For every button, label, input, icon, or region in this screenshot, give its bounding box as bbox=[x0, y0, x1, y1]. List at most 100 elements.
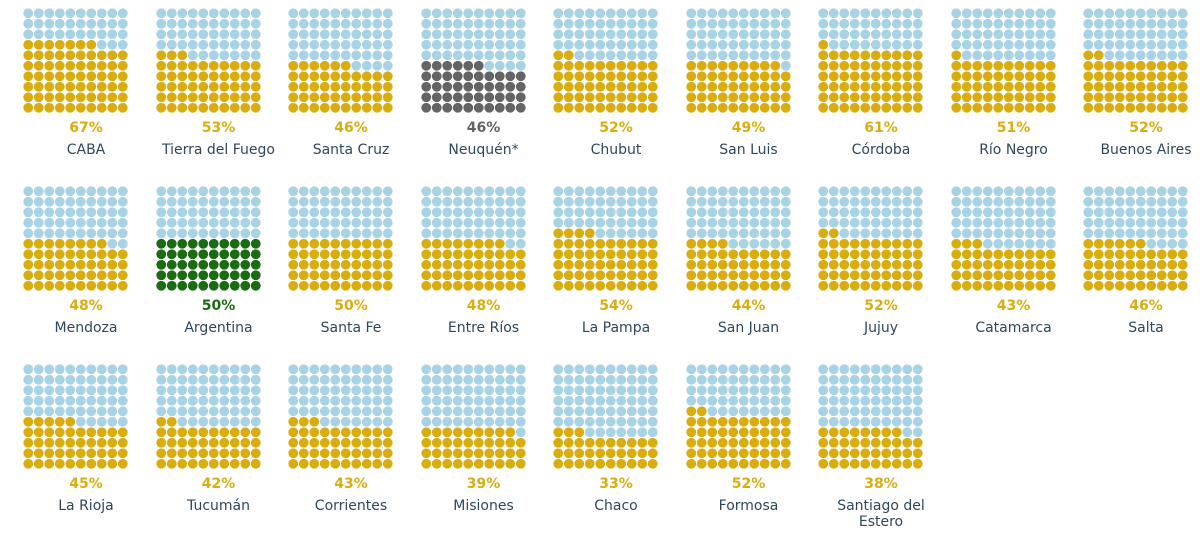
waffle-dot-empty bbox=[340, 8, 351, 19]
waffle-dot-filled bbox=[1125, 249, 1136, 260]
waffle-dot-empty bbox=[759, 228, 770, 239]
waffle-dot-empty bbox=[818, 364, 829, 375]
waffle-dot-empty bbox=[23, 186, 34, 197]
waffle-dot-empty bbox=[361, 60, 372, 71]
waffle-dot-empty bbox=[881, 39, 892, 50]
waffle-dot-empty bbox=[902, 228, 913, 239]
waffle-dot-empty bbox=[1156, 217, 1167, 228]
waffle-dot-empty bbox=[351, 196, 362, 207]
waffle-dot-empty bbox=[780, 406, 791, 417]
waffle-dot-empty bbox=[1003, 217, 1014, 228]
waffle-dot-filled bbox=[706, 249, 717, 260]
waffle-dot-filled bbox=[759, 427, 770, 438]
waffle-dot-filled bbox=[382, 259, 393, 270]
waffle-dot-empty bbox=[616, 395, 627, 406]
waffle-dot-filled bbox=[1146, 280, 1157, 291]
waffle-dot-empty bbox=[637, 228, 648, 239]
waffle-dot-filled bbox=[340, 280, 351, 291]
waffle-dot-empty bbox=[340, 186, 351, 197]
waffle-dot-empty bbox=[605, 374, 616, 385]
waffle-dot-empty bbox=[208, 39, 219, 50]
waffle-dot-filled bbox=[706, 458, 717, 469]
waffle-dot-filled bbox=[553, 92, 564, 103]
waffle-dot-empty bbox=[166, 18, 177, 29]
waffle-dot-empty bbox=[515, 186, 526, 197]
waffle-dot-filled bbox=[197, 427, 208, 438]
waffle-dot-filled bbox=[1135, 238, 1146, 249]
waffle-dot-empty bbox=[515, 385, 526, 396]
waffle-dot-empty bbox=[912, 395, 923, 406]
waffle-dot-empty bbox=[563, 186, 574, 197]
waffle-dot-filled bbox=[759, 249, 770, 260]
waffle-dot-empty bbox=[828, 385, 839, 396]
waffle-dot-filled bbox=[155, 50, 166, 61]
waffle-dot-filled bbox=[881, 270, 892, 281]
waffle-dot-filled bbox=[738, 249, 749, 260]
waffle-dot-empty bbox=[1125, 217, 1136, 228]
waffle-dot-empty bbox=[65, 217, 76, 228]
waffle-dot-empty bbox=[483, 50, 494, 61]
waffle-dot-empty bbox=[197, 228, 208, 239]
waffle-dot-filled bbox=[574, 71, 585, 82]
waffle-dot-empty bbox=[818, 186, 829, 197]
waffle-dot-empty bbox=[250, 50, 261, 61]
waffle-dot-filled bbox=[431, 427, 442, 438]
waffle-dot-empty bbox=[504, 207, 515, 218]
waffle-dot-filled bbox=[1045, 81, 1056, 92]
waffle-dot-empty bbox=[1146, 8, 1157, 19]
waffle-dot-filled bbox=[860, 437, 871, 448]
waffle-dot-empty bbox=[828, 395, 839, 406]
waffle-dot-filled bbox=[616, 238, 627, 249]
waffle-dot-filled bbox=[197, 259, 208, 270]
waffle-dot-filled bbox=[1156, 81, 1167, 92]
waffle-dot-empty bbox=[1167, 8, 1178, 19]
waffle-dot-filled bbox=[595, 458, 606, 469]
waffle-dot-filled bbox=[780, 81, 791, 92]
waffle-dot-empty bbox=[706, 406, 717, 417]
waffle-dot-empty bbox=[107, 39, 118, 50]
waffle-dot-empty bbox=[504, 416, 515, 427]
waffle-dot-empty bbox=[494, 385, 505, 396]
waffle-dot-filled bbox=[1177, 71, 1188, 82]
waffle-dot-empty bbox=[504, 364, 515, 375]
waffle-dot-empty bbox=[250, 395, 261, 406]
waffle-dot-empty bbox=[319, 50, 330, 61]
waffle-dot-empty bbox=[117, 374, 128, 385]
waffle-dot-filled bbox=[828, 448, 839, 459]
waffle-dot-empty bbox=[971, 186, 982, 197]
waffle-dot-filled bbox=[563, 280, 574, 291]
waffle-dot-filled bbox=[86, 39, 97, 50]
waffle-dot-filled bbox=[54, 458, 65, 469]
waffle-dot-filled bbox=[96, 437, 107, 448]
waffle-dot-filled bbox=[1146, 249, 1157, 260]
waffle-dot-empty bbox=[849, 18, 860, 29]
waffle-dot-filled bbox=[441, 60, 452, 71]
waffle-dot-empty bbox=[1125, 196, 1136, 207]
waffle-dot-filled bbox=[563, 448, 574, 459]
waffle-dot-empty bbox=[605, 186, 616, 197]
waffle-item-catamarca: 43% Catamarca bbox=[948, 186, 1080, 356]
waffle-dot-empty bbox=[494, 416, 505, 427]
waffle-dot-filled bbox=[176, 259, 187, 270]
waffle-dot-empty bbox=[1024, 196, 1035, 207]
waffle-dot-empty bbox=[351, 60, 362, 71]
waffle-dot-empty bbox=[330, 207, 341, 218]
waffle-dot-empty bbox=[96, 374, 107, 385]
waffle-dot-filled bbox=[54, 427, 65, 438]
waffle-dot-empty bbox=[187, 228, 198, 239]
waffle-dot-filled bbox=[107, 81, 118, 92]
waffle-dot-filled bbox=[54, 249, 65, 260]
waffle-dot-empty bbox=[107, 416, 118, 427]
waffle-dot-empty bbox=[1013, 228, 1024, 239]
waffle-item-santiago-del-estero: 38% Santiago del Estero bbox=[815, 364, 947, 534]
waffle-dot-empty bbox=[330, 50, 341, 61]
waffle-dot-empty bbox=[595, 39, 606, 50]
waffle-dot-filled bbox=[431, 238, 442, 249]
waffle-dot-filled bbox=[647, 92, 658, 103]
waffle-dot-filled bbox=[54, 270, 65, 281]
waffle-dot-filled bbox=[1013, 81, 1024, 92]
waffle-dot-filled bbox=[431, 249, 442, 260]
waffle-dot-filled bbox=[870, 81, 881, 92]
waffle-dot-filled bbox=[117, 259, 128, 270]
waffle-dot-empty bbox=[626, 385, 637, 396]
